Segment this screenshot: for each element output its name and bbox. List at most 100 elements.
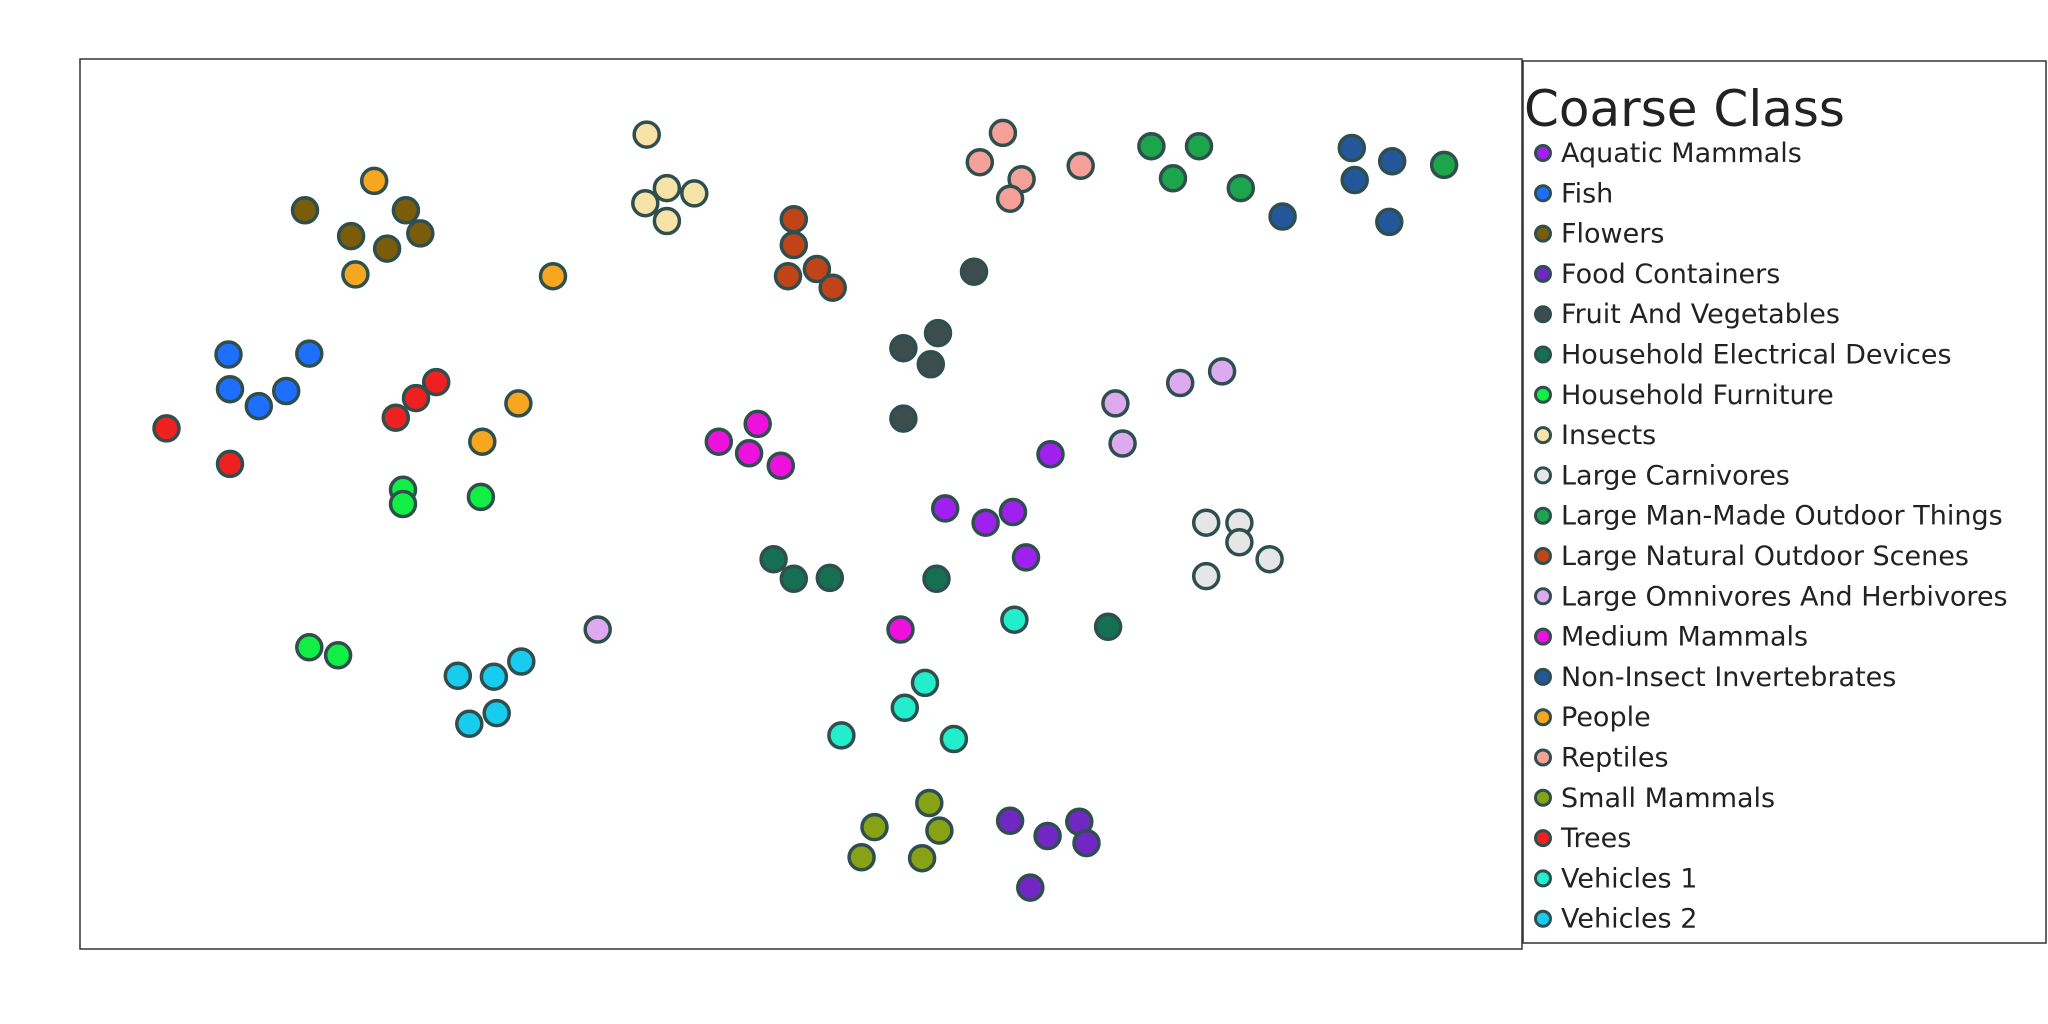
legend-label: Vehicles 2 (1561, 904, 1697, 935)
point-large-natural-outdoor-scenes-1 (779, 204, 809, 234)
legend-marker (1534, 224, 1552, 243)
legend-marker (1534, 184, 1552, 203)
legend-label: Large Man-Made Outdoor Things (1561, 501, 2003, 532)
legend-item-large-carnivores: Large Carnivores (1534, 460, 1790, 491)
legend-label: Vehicles 1 (1561, 863, 1697, 894)
legend-marker (1534, 385, 1552, 404)
point-household-electrical-devices-1 (759, 544, 788, 574)
point-large-carnivores-5 (1191, 561, 1221, 591)
legend-item-insects: Insects (1534, 420, 1656, 451)
point-large-carnivores-4 (1255, 544, 1284, 574)
legend-items: Aquatic Mammals Fish Flowers Food Container… (1534, 138, 2008, 935)
legend-item-vehicles-2: Vehicles 2 (1534, 904, 1697, 935)
point-trees-3 (381, 403, 411, 432)
legend-label: Fish (1561, 178, 1613, 209)
legend-marker (1534, 869, 1552, 888)
point-vehicles-2-2 (443, 661, 473, 691)
legend-label: Food Containers (1561, 259, 1780, 290)
legend-marker (1534, 547, 1552, 565)
point-household-electrical-devices-2 (779, 564, 809, 594)
legend-marker (1534, 909, 1552, 928)
point-vehicles-1-4 (939, 724, 969, 754)
point-large-omnivores-and-herbivores-2 (1165, 368, 1195, 398)
legend-marker (1534, 829, 1552, 848)
point-household-electrical-devices-5 (1093, 612, 1123, 642)
point-household-electrical-devices-3 (815, 563, 845, 593)
point-large-omnivores-and-herbivores-5 (583, 615, 612, 644)
point-insects-4 (631, 188, 660, 218)
point-vehicles-2-1 (507, 647, 536, 676)
point-medium-mammals-2 (704, 427, 734, 456)
point-fish-3 (215, 374, 245, 404)
legend-label: Reptiles (1561, 743, 1669, 774)
point-food-containers-1 (995, 806, 1025, 836)
legend-item-non-insect-invertebrates: Non-Insect Invertebrates (1534, 662, 1896, 693)
point-non-insect-invertebrates-2 (1377, 147, 1407, 176)
point-non-insect-invertebrates-4 (1268, 202, 1297, 231)
legend-marker (1534, 264, 1552, 283)
point-aquatic-mammals-1 (1036, 439, 1065, 469)
point-reptiles-2 (965, 147, 995, 177)
point-people-2 (341, 260, 370, 289)
point-fruit-and-vegetables-1 (959, 257, 989, 286)
point-fish-1 (214, 340, 243, 369)
point-trees-2 (401, 383, 431, 413)
legend-label: People (1561, 702, 1651, 733)
point-flowers-5 (406, 219, 435, 248)
point-medium-mammals-5 (886, 615, 915, 644)
legend-label: Insects (1561, 420, 1656, 451)
points-layer (152, 118, 1459, 902)
point-reptiles-3 (1066, 151, 1095, 181)
point-fruit-and-vegetables-4 (916, 350, 946, 379)
point-fruit-and-vegetables-3 (889, 333, 918, 363)
point-household-furniture-3 (466, 482, 496, 512)
point-fish-2 (295, 339, 324, 368)
legend-item-aquatic-mammals: Aquatic Mammals (1534, 138, 1802, 169)
point-insects-2 (652, 173, 682, 203)
legend-box (1522, 60, 2047, 944)
point-household-furniture-2 (388, 489, 418, 519)
legend-label: Household Furniture (1561, 380, 1834, 411)
legend-marker (1534, 788, 1552, 807)
point-reptiles-1 (988, 118, 1018, 148)
legend-label: Aquatic Mammals (1561, 138, 1802, 169)
plot-area (79, 58, 1523, 950)
point-non-insect-invertebrates-5 (1375, 207, 1404, 237)
legend-label: Flowers (1561, 219, 1664, 250)
legend-item-trees: Trees (1534, 823, 1631, 854)
point-non-insect-invertebrates-1 (1337, 133, 1367, 163)
point-vehicles-2-4 (482, 698, 511, 728)
point-small-mammals-3 (925, 816, 954, 845)
point-large-natural-outdoor-scenes-4 (802, 254, 832, 284)
point-people-1 (359, 166, 389, 196)
point-vehicles-2-3 (479, 662, 509, 691)
point-trees-5 (215, 449, 245, 479)
point-flowers-4 (372, 234, 402, 263)
legend-item-people: People (1534, 702, 1651, 733)
legend-title: Coarse Class (1524, 80, 1845, 138)
legend-item-fish: Fish (1534, 178, 1613, 209)
point-large-natural-outdoor-scenes-2 (779, 230, 809, 260)
point-household-furniture-4 (295, 633, 324, 662)
point-insects-3 (680, 179, 709, 208)
legend-item-large-omnivores-and-herbivores: Large Omnivores And Herbivores (1534, 581, 2008, 612)
point-trees-1 (421, 367, 451, 397)
point-vehicles-1-5 (827, 721, 856, 750)
point-people-4 (504, 389, 533, 418)
point-household-electrical-devices-4 (922, 564, 951, 594)
legend-marker (1534, 667, 1552, 686)
point-insects-5 (652, 206, 682, 236)
legend-item-flowers: Flowers (1534, 219, 1664, 250)
point-flowers-1 (290, 196, 320, 225)
legend-label: Small Mammals (1561, 783, 1775, 814)
point-small-mammals-5 (907, 843, 937, 873)
point-people-3 (538, 261, 568, 291)
legend-label: Medium Mammals (1561, 622, 1808, 653)
point-small-mammals-1 (915, 788, 944, 818)
point-small-mammals-2 (860, 812, 889, 842)
point-vehicles-1-1 (1000, 605, 1029, 634)
point-large-omnivores-and-herbivores-4 (1108, 429, 1137, 458)
point-insects-1 (632, 120, 661, 149)
point-small-mammals-4 (847, 843, 876, 872)
point-people-5 (468, 427, 497, 456)
